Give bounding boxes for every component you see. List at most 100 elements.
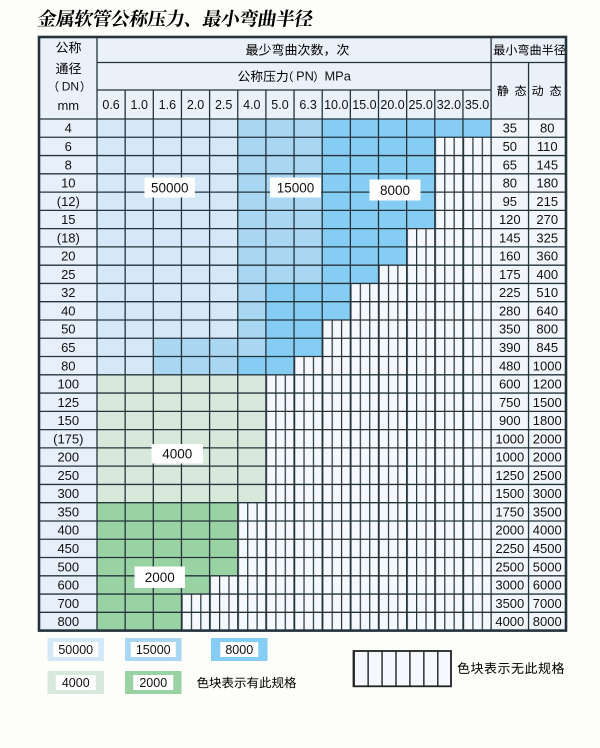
svg-text:2000: 2000 (145, 570, 175, 585)
svg-text:2.0: 2.0 (187, 98, 204, 112)
svg-text:10: 10 (61, 176, 75, 191)
svg-text:65: 65 (61, 340, 75, 355)
svg-text:50: 50 (61, 322, 75, 337)
svg-text:110: 110 (537, 139, 558, 154)
svg-text:MPa: MPa (325, 69, 352, 84)
svg-text:DN: DN (62, 80, 79, 94)
svg-text:20.0: 20.0 (380, 98, 404, 112)
svg-text:25: 25 (61, 267, 75, 282)
svg-text:1000: 1000 (495, 450, 524, 465)
svg-text:160: 160 (499, 249, 521, 264)
svg-text:390: 390 (499, 340, 521, 355)
svg-text:15000: 15000 (277, 180, 315, 195)
svg-text:250: 250 (57, 468, 79, 483)
svg-text:900: 900 (499, 413, 521, 428)
svg-text:845: 845 (536, 340, 558, 355)
svg-text:3500: 3500 (495, 596, 524, 611)
svg-text:3000: 3000 (533, 486, 562, 501)
svg-text:95: 95 (503, 194, 517, 209)
svg-text:8000: 8000 (380, 183, 410, 198)
svg-text:80: 80 (61, 358, 75, 373)
svg-text:150: 150 (57, 413, 79, 428)
svg-text:1000: 1000 (533, 358, 562, 373)
svg-text:50000: 50000 (151, 180, 189, 195)
svg-text:4500: 4500 (533, 541, 562, 556)
svg-text:180: 180 (536, 176, 558, 191)
svg-text:mm: mm (57, 98, 79, 113)
svg-text:145: 145 (499, 230, 521, 245)
svg-text:360: 360 (536, 249, 558, 264)
svg-text:1500: 1500 (533, 395, 562, 410)
svg-text:50000: 50000 (58, 643, 93, 657)
svg-text:4000: 4000 (495, 614, 524, 629)
svg-text:7000: 7000 (533, 596, 562, 611)
svg-text:6.3: 6.3 (299, 98, 316, 112)
svg-text:2000: 2000 (533, 450, 562, 465)
svg-text:2250: 2250 (495, 541, 524, 556)
svg-text:1.0: 1.0 (131, 98, 148, 112)
svg-text:40: 40 (61, 303, 75, 318)
svg-text:120: 120 (499, 212, 521, 227)
svg-text:6000: 6000 (533, 578, 562, 593)
svg-text:8: 8 (65, 157, 72, 172)
svg-text:5.0: 5.0 (271, 98, 288, 112)
svg-text:270: 270 (536, 212, 558, 227)
svg-text:700: 700 (57, 596, 79, 611)
svg-text:1500: 1500 (495, 486, 524, 501)
svg-text:2.5: 2.5 (215, 98, 232, 112)
svg-text:2000: 2000 (495, 523, 524, 538)
svg-text:1000: 1000 (495, 431, 524, 446)
svg-text:350: 350 (57, 504, 79, 519)
svg-text:8000: 8000 (225, 643, 253, 657)
svg-text:5000: 5000 (533, 559, 562, 574)
svg-text:25.0: 25.0 (409, 98, 433, 112)
svg-text:450: 450 (57, 541, 79, 556)
svg-text:2000: 2000 (139, 676, 167, 690)
svg-text:325: 325 (536, 230, 558, 245)
svg-text:500: 500 (57, 559, 79, 574)
svg-text:1750: 1750 (495, 504, 524, 519)
svg-text:350: 350 (499, 322, 521, 337)
svg-text:32.0: 32.0 (437, 98, 461, 112)
svg-text:2000: 2000 (533, 431, 562, 446)
svg-text:80: 80 (503, 176, 517, 191)
svg-text:3000: 3000 (495, 578, 524, 593)
svg-text:15: 15 (61, 212, 75, 227)
svg-text:800: 800 (536, 322, 558, 337)
svg-text:4.0: 4.0 (243, 98, 260, 112)
svg-text:15000: 15000 (136, 643, 171, 657)
svg-text:175: 175 (499, 267, 521, 282)
svg-text:(18): (18) (57, 230, 80, 245)
svg-text:125: 125 (57, 395, 79, 410)
svg-text:510: 510 (536, 285, 558, 300)
svg-text:4000: 4000 (62, 676, 90, 690)
svg-text:35.0: 35.0 (465, 98, 489, 112)
svg-text:600: 600 (499, 377, 521, 392)
svg-text:225: 225 (499, 285, 521, 300)
svg-text:8000: 8000 (533, 614, 562, 629)
svg-text:50: 50 (503, 139, 517, 154)
svg-text:1250: 1250 (495, 468, 524, 483)
svg-text:0.6: 0.6 (102, 98, 119, 112)
svg-text:4000: 4000 (162, 447, 192, 462)
svg-text:32: 32 (61, 285, 75, 300)
svg-text:35: 35 (503, 121, 517, 136)
svg-text:400: 400 (57, 523, 79, 538)
svg-text:10.0: 10.0 (324, 98, 348, 112)
svg-text:2500: 2500 (533, 468, 562, 483)
svg-text:(12): (12) (57, 194, 80, 209)
svg-text:300: 300 (57, 486, 79, 501)
svg-text:4: 4 (65, 121, 72, 136)
svg-text:145: 145 (536, 157, 558, 172)
svg-text:600: 600 (57, 578, 79, 593)
svg-text:1800: 1800 (533, 413, 562, 428)
svg-text:3500: 3500 (533, 504, 562, 519)
svg-text:PN: PN (296, 69, 314, 84)
svg-text:280: 280 (499, 303, 521, 318)
svg-text:750: 750 (499, 395, 521, 410)
svg-text:1200: 1200 (533, 377, 562, 392)
svg-text:15.0: 15.0 (352, 98, 376, 112)
svg-text:20: 20 (61, 249, 75, 264)
svg-text:1.6: 1.6 (159, 98, 176, 112)
svg-text:6: 6 (65, 139, 72, 154)
